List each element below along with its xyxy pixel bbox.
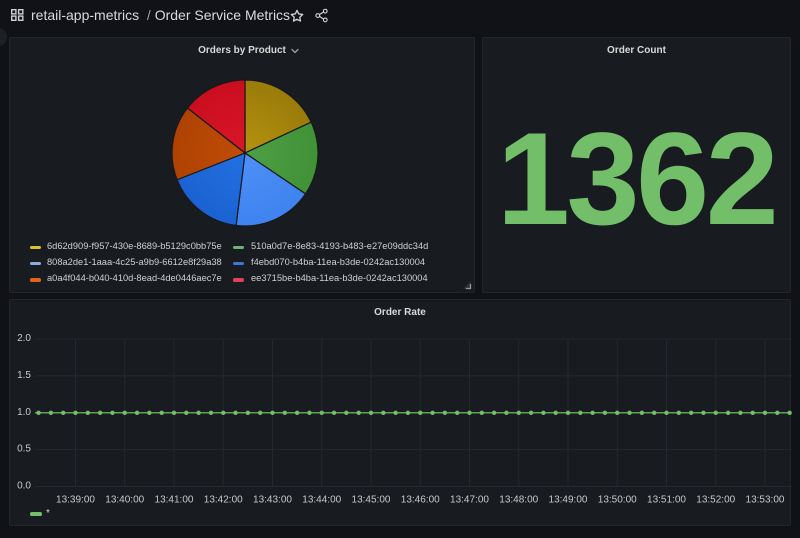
svg-text:0.5: 0.5 [17,444,31,455]
svg-text:13:41:00: 13:41:00 [155,495,194,506]
svg-text:1.0: 1.0 [17,407,31,418]
svg-text:13:42:00: 13:42:00 [204,495,243,506]
svg-text:13:48:00: 13:48:00 [499,495,538,506]
svg-text:13:39:00: 13:39:00 [56,495,95,506]
svg-text:13:49:00: 13:49:00 [549,495,588,506]
svg-text:13:50:00: 13:50:00 [598,495,637,506]
svg-text:13:53:00: 13:53:00 [746,495,785,506]
svg-text:13:40:00: 13:40:00 [105,495,144,506]
svg-text:13:51:00: 13:51:00 [647,495,686,506]
svg-text:1.5: 1.5 [17,370,31,381]
svg-text:0.0: 0.0 [17,481,31,492]
svg-text:13:52:00: 13:52:00 [696,495,735,506]
svg-text:2.0: 2.0 [17,333,31,344]
svg-text:13:46:00: 13:46:00 [401,495,440,506]
svg-text:13:45:00: 13:45:00 [352,495,391,506]
svg-text:13:43:00: 13:43:00 [253,495,292,506]
svg-text:13:47:00: 13:47:00 [450,495,489,506]
svg-text:13:44:00: 13:44:00 [302,495,341,506]
